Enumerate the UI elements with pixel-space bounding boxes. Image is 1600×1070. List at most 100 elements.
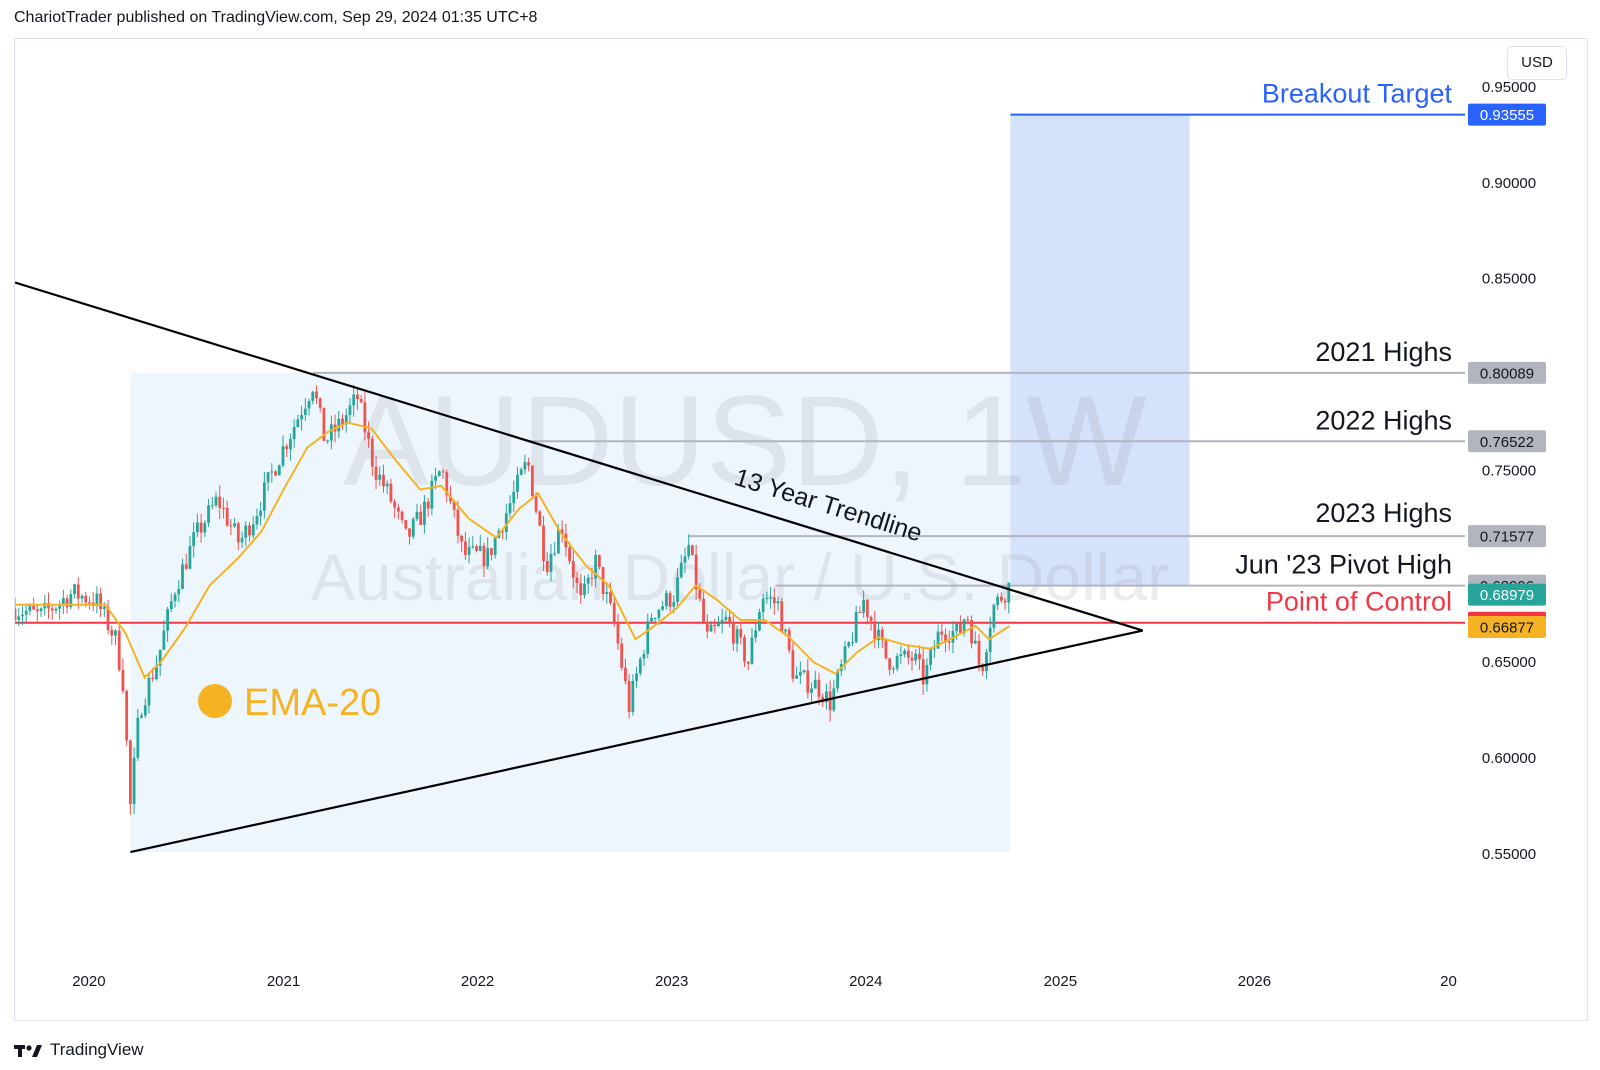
candle-body <box>218 496 222 508</box>
level-badge-2-bg <box>1468 430 1546 453</box>
candle-body <box>873 621 877 641</box>
level-badge-1: 0.80089 <box>1480 365 1534 382</box>
candle-body <box>929 649 933 665</box>
candle-body <box>155 665 158 680</box>
level-badge-2: 0.76522 <box>1480 434 1534 451</box>
candle-body <box>612 603 616 623</box>
level-label-5: Point of Control <box>1266 587 1452 617</box>
candle-body <box>374 466 378 480</box>
candle-body <box>147 677 151 706</box>
candle-body <box>404 519 408 529</box>
candle-body <box>955 623 959 632</box>
candle-body <box>28 605 32 611</box>
level-label-0: Breakout Target <box>1262 79 1453 109</box>
candle-body <box>858 612 862 614</box>
candle-body <box>650 618 653 622</box>
currency-selector[interactable]: USD <box>1507 46 1567 80</box>
candle-body <box>646 621 650 654</box>
candle-body <box>731 622 735 644</box>
candle-body <box>958 623 962 634</box>
candle-body <box>542 525 545 562</box>
price-badge-ema-value: 0.66877 <box>1480 619 1534 636</box>
candle-body <box>352 394 356 406</box>
candle-body <box>132 757 136 804</box>
candle-body <box>158 649 162 666</box>
candle-body <box>222 507 225 509</box>
candle-body <box>940 631 944 635</box>
candle-body <box>754 630 758 638</box>
candle-body <box>847 642 851 647</box>
candle-body <box>337 418 341 432</box>
candle-body <box>691 545 694 555</box>
candle-body <box>225 507 229 526</box>
y-tick-label: 0.65000 <box>1482 654 1536 671</box>
candle-body <box>560 529 564 534</box>
candle-body <box>880 629 884 641</box>
candle-body <box>117 630 121 670</box>
candle-body <box>892 668 895 670</box>
candle-body <box>285 446 289 450</box>
candle-body <box>772 597 776 604</box>
candle-body <box>869 616 873 622</box>
ema-legend-label: EMA-20 <box>244 682 381 724</box>
candle-body <box>207 505 210 523</box>
candle-body <box>318 398 322 408</box>
candle-body <box>992 604 996 628</box>
candle-body <box>624 667 627 682</box>
candle-body <box>724 616 728 620</box>
candle-body <box>54 608 58 611</box>
candle-body <box>791 650 795 679</box>
level-badge-1-bg <box>1468 361 1546 384</box>
candle-body <box>270 471 274 473</box>
footer-brand-label: TradingView <box>50 1040 144 1059</box>
candle-body <box>240 537 244 543</box>
candle-body <box>910 657 914 661</box>
candle-body <box>516 474 519 492</box>
candle-body <box>396 507 400 512</box>
candle-body <box>709 624 713 632</box>
x-tick-label: 2024 <box>849 973 882 990</box>
candle-body <box>616 622 620 644</box>
candle-body <box>58 603 62 609</box>
candle-body <box>657 609 661 618</box>
candle-body <box>300 414 303 420</box>
candle-body <box>426 501 430 509</box>
candle-body <box>162 630 166 650</box>
candle-body <box>32 605 36 610</box>
candle-body <box>921 659 925 685</box>
level-label-2: 2022 Highs <box>1315 405 1452 435</box>
candle-body <box>802 670 806 673</box>
price-badge-last-price: 0.68979 <box>1480 587 1534 604</box>
x-tick-label: 20 <box>1440 973 1457 990</box>
candle-body <box>713 624 717 627</box>
ema-legend-dot-icon <box>198 684 232 718</box>
candle-body <box>128 740 132 804</box>
x-tick-label: 2023 <box>655 973 688 990</box>
candle-body <box>348 405 352 416</box>
trendline-upper <box>15 281 1144 632</box>
candle-body <box>988 627 992 653</box>
candle-body <box>575 577 579 584</box>
candle-body <box>486 548 490 567</box>
candle-body <box>400 511 404 520</box>
candle-body <box>80 595 84 599</box>
candle-body <box>65 598 69 608</box>
y-tick-label: 0.90000 <box>1482 175 1536 192</box>
candle-body <box>430 480 434 509</box>
x-tick-label: 2020 <box>72 973 105 990</box>
x-tick-label: 2026 <box>1238 973 1271 990</box>
candle-body <box>367 432 370 439</box>
tradingview-logo-icon <box>14 1045 42 1057</box>
candle-body <box>195 522 199 533</box>
candle-body <box>248 525 251 536</box>
candle-body <box>449 495 452 502</box>
candle-body <box>303 408 307 415</box>
watermark-description: Australian Dollar / U.S. Dollar <box>311 540 1169 614</box>
candle-body <box>73 584 76 595</box>
candle-body <box>813 679 817 689</box>
candle-body <box>642 653 646 659</box>
candle-body <box>854 612 858 642</box>
candle-body <box>962 619 966 634</box>
candle-body <box>888 658 892 670</box>
